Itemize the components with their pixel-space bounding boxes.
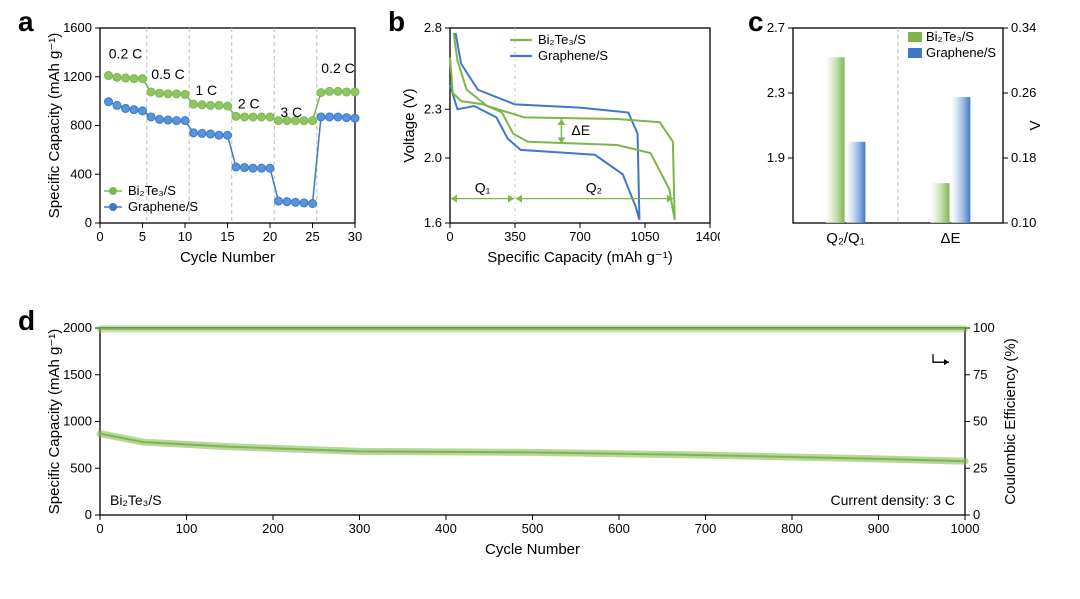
svg-text:1.9: 1.9	[767, 150, 785, 165]
svg-text:2.8: 2.8	[424, 20, 442, 35]
svg-text:Graphene/S: Graphene/S	[538, 48, 608, 63]
svg-text:350: 350	[504, 229, 526, 244]
svg-text:25: 25	[305, 229, 319, 244]
svg-text:0: 0	[96, 521, 103, 536]
svg-text:Voltage (V): Voltage (V)	[401, 88, 418, 162]
svg-text:2.3: 2.3	[767, 85, 785, 100]
svg-text:1200: 1200	[63, 69, 92, 84]
svg-text:3 C: 3 C	[280, 104, 302, 120]
svg-text:Bi₂Te₃/S: Bi₂Te₃/S	[538, 32, 586, 47]
svg-text:0: 0	[85, 215, 92, 230]
svg-text:30: 30	[348, 229, 362, 244]
svg-text:1600: 1600	[63, 20, 92, 35]
chart-b: 0 350 700 1050 1400 1.6 2.0 2.3 2.8 Specific Capa…	[400, 18, 720, 268]
svg-text:500: 500	[70, 460, 92, 475]
svg-text:1.6: 1.6	[424, 215, 442, 230]
svg-text:Graphene/S: Graphene/S	[926, 45, 996, 60]
svg-text:0: 0	[446, 229, 453, 244]
svg-text:Specific Capacity (mAh g⁻¹): Specific Capacity (mAh g⁻¹)	[46, 329, 63, 514]
svg-text:0.10: 0.10	[1011, 215, 1036, 230]
svg-text:2000: 2000	[63, 320, 92, 335]
svg-text:2.0: 2.0	[424, 150, 442, 165]
chart-c: 1.9 2.3 2.7 0.10 0.18 0.26 0.34 V Q₂/Q₁ ΔE Bi₂Te₃/…	[758, 18, 1048, 268]
svg-text:0: 0	[973, 507, 980, 522]
svg-text:600: 600	[608, 521, 630, 536]
svg-text:Specific Capacity (mAh g⁻¹): Specific Capacity (mAh g⁻¹)	[487, 249, 672, 266]
svg-text:Cycle Number: Cycle Number	[485, 541, 580, 558]
svg-text:V: V	[1027, 120, 1044, 130]
svg-text:15: 15	[220, 229, 234, 244]
panel-b: 0 350 700 1050 1400 1.6 2.0 2.3 2.8 Specific Capa…	[400, 18, 720, 268]
svg-text:400: 400	[435, 521, 457, 536]
svg-text:100: 100	[973, 320, 995, 335]
svg-text:0.2 C: 0.2 C	[109, 45, 142, 61]
chart-d: 0100200300400500600700800900100005001000…	[45, 320, 1025, 560]
svg-text:5: 5	[139, 229, 146, 244]
svg-text:ΔE: ΔE	[571, 122, 590, 138]
svg-text:Bi₂Te₃/S: Bi₂Te₃/S	[926, 29, 974, 44]
svg-text:0.26: 0.26	[1011, 85, 1036, 100]
svg-text:Graphene/S: Graphene/S	[128, 199, 198, 214]
svg-text:Current density: 3 C: Current density: 3 C	[831, 492, 956, 508]
svg-text:400: 400	[70, 166, 92, 181]
svg-text:Q₁: Q₁	[475, 180, 491, 196]
svg-text:0.2 C: 0.2 C	[321, 60, 354, 76]
svg-text:Bi₂Te₃/S: Bi₂Te₃/S	[128, 183, 176, 198]
chart-a: 0 5 10 15 20 25 30 0 400 800 1200 1600 Cycle Number S…	[45, 18, 365, 268]
svg-text:2 C: 2 C	[238, 95, 260, 111]
svg-text:1500: 1500	[63, 367, 92, 382]
svg-text:0: 0	[85, 507, 92, 522]
svg-text:Coulombic Efficiency (%): Coulombic Efficiency (%)	[1002, 338, 1019, 504]
svg-text:75: 75	[973, 367, 987, 382]
svg-text:20: 20	[263, 229, 277, 244]
label-a: a	[18, 6, 34, 38]
svg-text:1 C: 1 C	[195, 82, 217, 98]
svg-text:10: 10	[178, 229, 192, 244]
svg-text:200: 200	[262, 521, 284, 536]
svg-text:1000: 1000	[951, 521, 980, 536]
svg-text:800: 800	[781, 521, 803, 536]
panel-d: 0100200300400500600700800900100005001000…	[45, 320, 1025, 560]
svg-text:1400: 1400	[696, 229, 720, 244]
svg-text:25: 25	[973, 460, 987, 475]
svg-text:2.7: 2.7	[767, 20, 785, 35]
panel-a: 0 5 10 15 20 25 30 0 400 800 1200 1600 Cycle Number S…	[45, 18, 365, 268]
svg-text:500: 500	[522, 521, 544, 536]
svg-text:800: 800	[70, 118, 92, 133]
svg-text:0.34: 0.34	[1011, 20, 1036, 35]
svg-text:ΔE: ΔE	[940, 230, 960, 247]
svg-text:2.3: 2.3	[424, 101, 442, 116]
svg-text:Specific Capacity (mAh g⁻¹): Specific Capacity (mAh g⁻¹)	[46, 33, 63, 218]
svg-text:900: 900	[868, 521, 890, 536]
svg-text:0.5 C: 0.5 C	[151, 66, 184, 82]
svg-text:0: 0	[96, 229, 103, 244]
svg-text:Cycle Number: Cycle Number	[180, 249, 275, 266]
svg-text:1050: 1050	[631, 229, 660, 244]
svg-text:1000: 1000	[63, 414, 92, 429]
svg-text:Bi₂Te₃/S: Bi₂Te₃/S	[110, 492, 162, 508]
panel-c: 1.9 2.3 2.7 0.10 0.18 0.26 0.34 V Q₂/Q₁ ΔE Bi₂Te₃/…	[758, 18, 1048, 268]
svg-text:700: 700	[569, 229, 591, 244]
svg-text:100: 100	[176, 521, 198, 536]
svg-text:Q₂/Q₁: Q₂/Q₁	[826, 230, 864, 247]
svg-text:300: 300	[349, 521, 371, 536]
svg-text:Q₂: Q₂	[586, 180, 602, 196]
svg-text:0.18: 0.18	[1011, 150, 1036, 165]
svg-text:50: 50	[973, 414, 987, 429]
svg-text:700: 700	[695, 521, 717, 536]
label-d: d	[18, 305, 35, 337]
